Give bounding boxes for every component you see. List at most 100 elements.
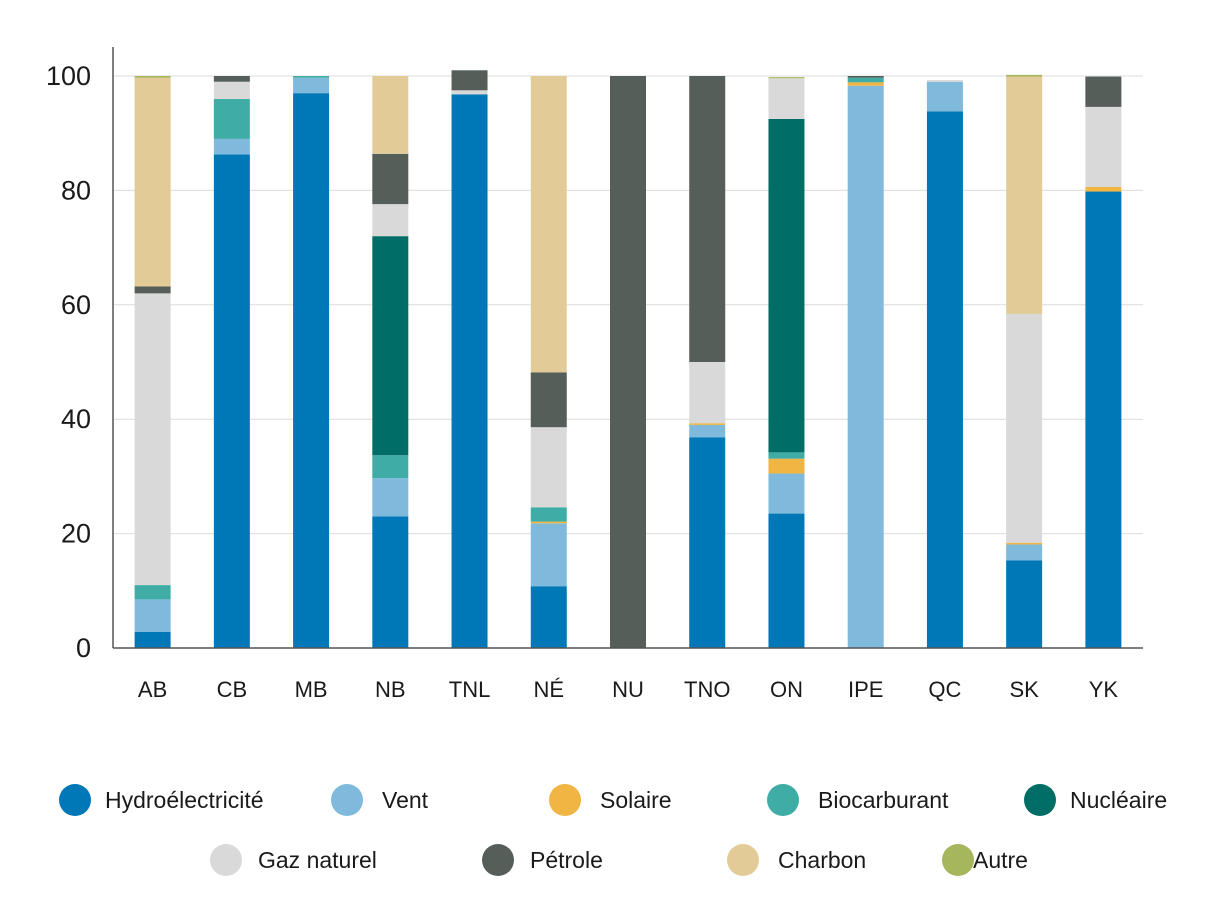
legend-swatch	[942, 844, 974, 876]
bar-segment-NÉ-Solaire	[530, 521, 567, 524]
legend-label: Charbon	[778, 847, 866, 873]
bar-segment-AB-Charbon	[134, 77, 171, 287]
legend-swatch	[549, 784, 581, 816]
legend: Hydroélectricité Vent Solaire Biocarburant N…	[59, 784, 1167, 876]
legend-swatch	[727, 844, 759, 876]
bar-segment-CB-Biocarburant	[213, 98, 250, 139]
legend-label: Vent	[382, 787, 429, 813]
bar-segment-AB-Pétrole	[134, 286, 171, 294]
bar-segment-QC-Vent	[926, 81, 963, 112]
legend-swatch	[59, 784, 91, 816]
bar-segment-AB-Autre	[134, 76, 171, 78]
legend-swatch	[210, 844, 242, 876]
bar-segment-SK-Vent	[1006, 544, 1043, 561]
bar-segment-QC-Hydroélectricité	[926, 111, 963, 648]
bar-segment-NÉ-Vent	[530, 523, 567, 587]
bar-segment-ON-Solaire	[768, 458, 805, 474]
bar-segment-MB-Biocarburant	[293, 76, 330, 78]
x-tick-label: MB	[295, 677, 328, 702]
bar-segment-SK-Hydroélectricité	[1006, 560, 1043, 648]
bar-segment-NB-Charbon	[372, 76, 409, 154]
bar-segment-SK-Charbon	[1006, 76, 1043, 314]
legend-swatch	[482, 844, 514, 876]
x-tick-label: AB	[138, 677, 167, 702]
bar-segment-TNO-Solaire	[689, 423, 726, 425]
bar-segment-CB-Hydroélectricité	[213, 154, 250, 649]
bar-segment-QC-Gaz naturel	[926, 80, 963, 82]
bar-segment-TNO-Gaz naturel	[689, 362, 726, 424]
x-tick-label: YK	[1089, 677, 1119, 702]
legend-swatch	[767, 784, 799, 816]
legend-label: Solaire	[600, 787, 672, 813]
bar-segment-CB-Gaz naturel	[213, 81, 250, 99]
bar-segment-CB-Pétrole	[213, 76, 250, 82]
axes	[112, 47, 1143, 649]
bar-segment-NÉ-Gaz naturel	[530, 427, 567, 508]
legend-swatch	[331, 784, 363, 816]
y-tick-label: 20	[61, 519, 91, 549]
x-tick-label: NÉ	[533, 677, 564, 702]
bar-segment-TNL-Gaz naturel	[451, 90, 488, 95]
bars	[134, 70, 1122, 649]
bar-segment-TNL-Pétrole	[451, 70, 488, 91]
x-tick-label: TNL	[449, 677, 491, 702]
bar-segment-ON-Hydroélectricité	[768, 513, 805, 648]
tick-labels: 0 20 40 60 80 100 AB CB MB NB TNL NÉ NU TNO ON IPE QC SK Y…	[46, 61, 1118, 702]
bar-segment-AB-Hydroélectricité	[134, 631, 171, 648]
legend-label: Hydroélectricité	[105, 787, 264, 813]
bar-segment-NÉ-Charbon	[530, 76, 567, 373]
legend-label: Autre	[973, 847, 1028, 873]
bar-segment-AB-Biocarburant	[134, 585, 171, 600]
x-tick-label: NU	[612, 677, 644, 702]
bar-segment-CB-Vent	[213, 138, 250, 155]
legend-label: Biocarburant	[818, 787, 949, 813]
y-tick-label: 0	[76, 633, 91, 663]
bar-segment-SK-Solaire	[1006, 542, 1043, 545]
bar-segment-NB-Hydroélectricité	[372, 516, 409, 648]
bar-segment-NÉ-Biocarburant	[530, 507, 567, 522]
x-tick-label: IPE	[848, 677, 883, 702]
bar-segment-IPE-Pétrole	[847, 76, 884, 78]
bar-segment-NÉ-Hydroélectricité	[530, 586, 567, 648]
bar-segment-SK-Gaz naturel	[1006, 313, 1043, 543]
bar-segment-IPE-Biocarburant	[847, 77, 884, 83]
bar-segment-YK-Solaire	[1085, 186, 1122, 192]
bar-segment-NB-Vent	[372, 478, 409, 517]
bar-segment-AB-Gaz naturel	[134, 293, 171, 586]
bar-segment-YK-Gaz naturel	[1085, 106, 1122, 187]
bar-segment-TNO-Pétrole	[689, 76, 726, 362]
y-tick-label: 100	[46, 61, 91, 91]
bar-segment-YK-Pétrole	[1085, 76, 1122, 107]
legend-swatch	[1024, 784, 1056, 816]
bar-segment-YK-Hydroélectricité	[1085, 191, 1122, 649]
bar-segment-SK-Autre	[1006, 74, 1043, 77]
x-tick-label: CB	[217, 677, 248, 702]
bar-segment-ON-Gaz naturel	[768, 78, 805, 119]
x-tick-label: QC	[928, 677, 961, 702]
bar-segment-TNO-Hydroélectricité	[689, 437, 726, 648]
y-tick-label: 60	[61, 290, 91, 320]
x-tick-label: ON	[770, 677, 803, 702]
y-tick-label: 40	[61, 404, 91, 434]
bar-segment-NB-Pétrole	[372, 153, 409, 205]
y-tick-label: 80	[61, 175, 91, 205]
x-tick-label: SK	[1009, 677, 1039, 702]
bar-segment-IPE-Vent	[847, 85, 884, 649]
legend-label: Nucléaire	[1070, 787, 1167, 813]
bar-segment-MB-Vent	[293, 77, 330, 94]
bar-segment-NB-Nucléaire	[372, 236, 409, 456]
bar-segment-ON-Biocarburant	[768, 452, 805, 459]
bar-segment-TNO-Vent	[689, 424, 726, 438]
bar-segment-ON-Autre	[768, 77, 805, 79]
x-tick-label: NB	[375, 677, 406, 702]
bar-segment-IPE-Solaire	[847, 82, 884, 86]
bar-segment-NB-Biocarburant	[372, 455, 409, 479]
bar-segment-ON-Nucléaire	[768, 118, 805, 453]
bar-segment-NÉ-Pétrole	[530, 372, 567, 428]
bar-segment-TNL-Hydroélectricité	[451, 94, 488, 649]
bar-segment-ON-Vent	[768, 473, 805, 514]
bar-segment-MB-Hydroélectricité	[293, 93, 330, 648]
legend-label: Pétrole	[530, 847, 603, 873]
